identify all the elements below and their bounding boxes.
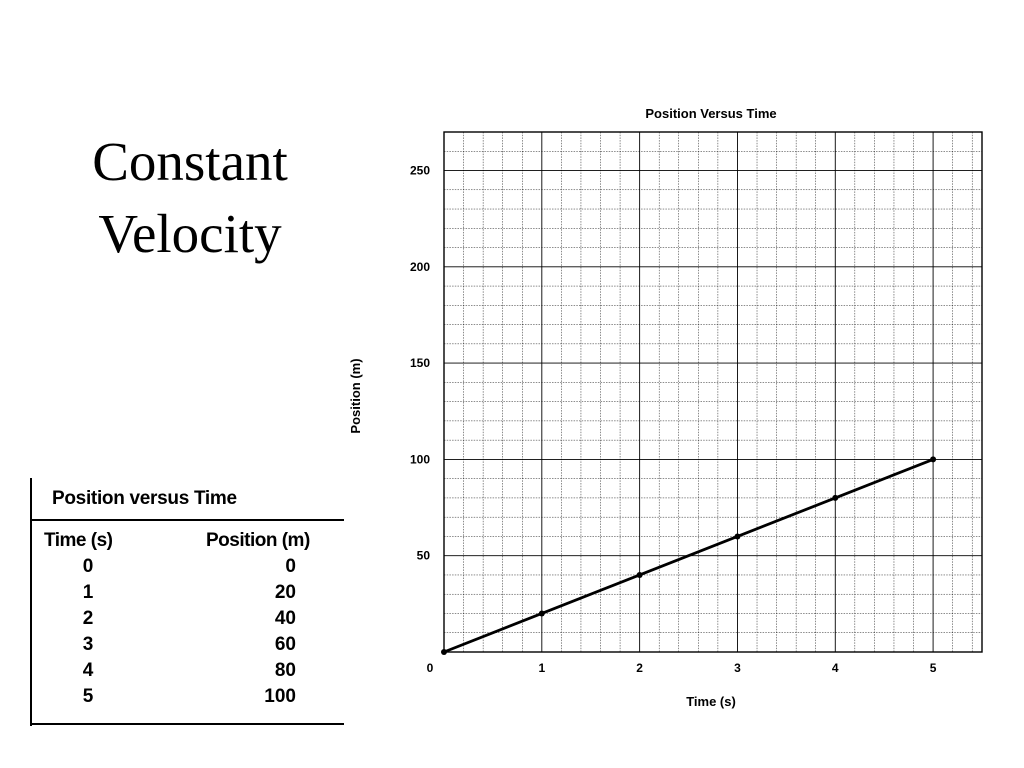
table-cell-time: 1 [82,582,94,603]
table-row: 1 20 [32,582,344,608]
x-tick-label: 3 [734,661,741,675]
table-header-time: Time (s) [44,530,113,551]
table-cell-position: 0 [285,556,296,577]
y-tick-label: 50 [417,549,431,563]
y-tick-label: 150 [410,356,430,370]
x-tick-label: 5 [930,661,937,675]
table-cell-time: 4 [82,660,94,681]
y-tick-label: 100 [410,452,430,466]
table-row: 5 100 [32,686,344,712]
x-axis-label: Time (s) [686,694,736,709]
y-tick-label: 200 [410,260,430,274]
table-cell-position: 100 [264,686,296,707]
y-tick-labels: 50 100 150 200 250 [410,164,430,563]
table-cell-position: 60 [274,634,296,655]
data-point [441,649,447,655]
data-point [930,456,937,463]
data-point [538,610,545,617]
table-row: 4 80 [32,660,344,686]
data-point [832,494,839,501]
slide-title-line-1: Constant [92,131,288,192]
table-row: 0 0 [32,556,344,582]
table-cell-time: 2 [82,608,94,629]
y-tick-label: 250 [410,164,430,178]
data-table: Position versus Time Time (s) Position (… [30,478,344,726]
chart-title: Position Versus Time [645,106,776,121]
table-bottom-rule [32,723,344,725]
slide-title: Constant Velocity [40,126,340,270]
x-tick-label: 4 [832,661,839,675]
table-row: 3 60 [32,634,344,660]
table-cell-position: 80 [274,660,296,681]
table-cell-time: 3 [82,634,94,655]
table-title: Position versus Time [52,488,237,509]
table-rows: 0 0 1 20 2 40 3 60 4 80 5 100 [32,556,344,712]
y-axis-label: Position (m) [348,358,363,433]
series-layer [441,456,937,655]
slide-title-line-2: Velocity [98,203,282,264]
table-top-rule [32,519,344,521]
grid-major [444,132,982,652]
table-cell-time: 0 [82,556,94,577]
table-header-position: Position (m) [206,530,310,551]
x-tick-label: 2 [636,661,643,675]
grid-minor [444,132,982,652]
table-cell-position: 40 [274,608,296,629]
table-cell-time: 5 [82,686,94,707]
data-point [734,533,741,540]
x-tick-label: 1 [538,661,545,675]
plot-frame [443,131,983,653]
x-tick-labels: 0 1 2 3 4 5 [427,661,937,675]
data-point [636,571,643,578]
x-tick-label: 0 [427,661,434,675]
table-row: 2 40 [32,608,344,634]
series-line [443,458,934,654]
table-cell-position: 20 [274,582,296,603]
